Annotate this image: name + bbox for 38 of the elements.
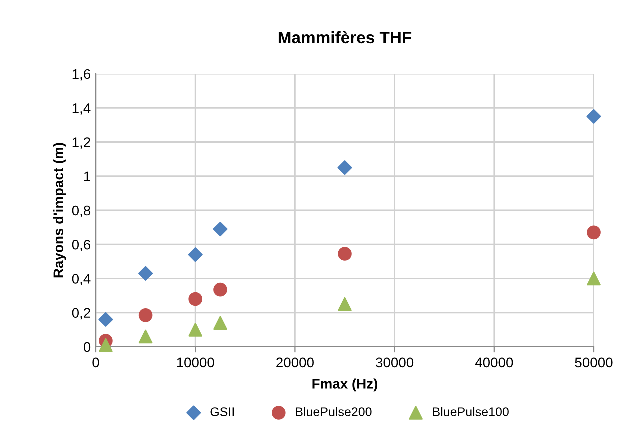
y-tick-label: 1 [84, 172, 90, 182]
point [586, 109, 602, 124]
point [587, 272, 601, 286]
point [188, 248, 203, 262]
x-axis-title: Fmax (Hz) [312, 378, 378, 392]
point [138, 266, 154, 281]
y-tick-label: 1,6 [72, 69, 91, 81]
point [188, 292, 203, 306]
y-tick-label: 0,2 [72, 308, 90, 320]
x-tick-label: 30000 [376, 358, 414, 368]
point [138, 330, 153, 344]
point [338, 247, 352, 261]
x-tick-label: 10000 [177, 358, 214, 368]
y-tick-label: 0,6 [72, 240, 91, 252]
y-tick-label: 1,2 [72, 138, 90, 150]
x-tick-label: 50000 [575, 358, 613, 368]
legend-label: BluePulse200 [296, 407, 372, 416]
y-axis-title: Rayons d'impact (m) [53, 143, 66, 278]
x-tick-label: 0 [92, 358, 100, 368]
y-tick-label: 1,4 [72, 104, 91, 115]
point [214, 282, 228, 297]
point [188, 323, 203, 337]
chart-title: Mammifères THF [278, 31, 412, 44]
x-tick-label: 40000 [475, 358, 514, 368]
point [338, 160, 352, 176]
y-tick-label: 0,4 [72, 274, 91, 286]
point [213, 222, 228, 237]
x-tick-label: 20000 [276, 358, 314, 368]
point [587, 226, 601, 240]
point [98, 312, 114, 327]
point [214, 316, 228, 330]
point [99, 338, 113, 352]
point [138, 308, 153, 322]
point [338, 297, 352, 312]
legend-label: BluePulse100 [433, 407, 509, 416]
y-tick-label: 0 [84, 342, 91, 352]
legend-label: GSII [210, 408, 234, 416]
y-tick-label: 0,8 [72, 206, 91, 218]
